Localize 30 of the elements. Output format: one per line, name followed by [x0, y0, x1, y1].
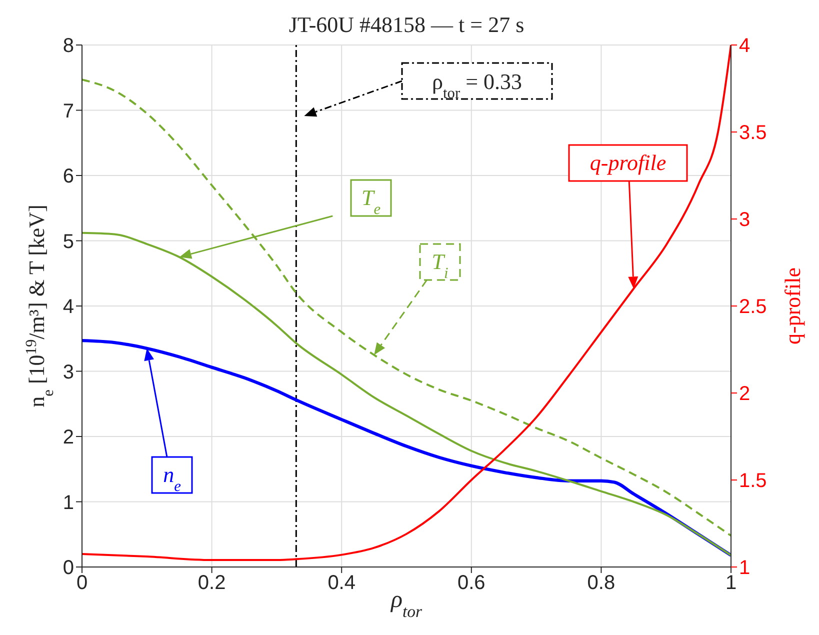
y-tick-label: 1 [62, 492, 74, 514]
y2-tick-label: 3 [739, 209, 750, 232]
y2-tick-label: 2 [739, 383, 750, 406]
y-tick-label: 2 [62, 426, 74, 449]
text: T$_{e}$ [361, 185, 381, 218]
x-axis-title: ρ$_{tor}$ [390, 587, 423, 620]
y2-tick-label: 1.5 [739, 470, 767, 492]
x-tick-label: 0.8 [587, 572, 616, 594]
text: T$_{i}$ [432, 249, 448, 282]
x-tick-label: 0.6 [457, 572, 486, 594]
y-tick-label: 3 [62, 361, 74, 384]
y2-tick-label: 4 [739, 35, 750, 58]
x-tick-label: 0.4 [328, 572, 356, 594]
line-series [82, 232, 731, 556]
y-tick-label: 5 [62, 230, 74, 253]
x-tick-label: 0.2 [198, 572, 226, 594]
series-label: q-profile [590, 150, 666, 175]
y2-axis-title: q-profile [780, 268, 805, 344]
y2-tick-label: 1 [739, 557, 750, 580]
ref-line-label: ρ$_{tor}$ = 0.33 [432, 69, 522, 102]
y-tick-label: 8 [62, 35, 74, 58]
x-tick-label: 1 [725, 572, 737, 594]
y-tick-label: 6 [62, 166, 74, 188]
chart-title: JT-60U #48158 — t = 27 s [288, 12, 524, 37]
y-tick-label: 0 [62, 557, 74, 580]
y2-tick-label: 3.5 [739, 122, 767, 144]
y2-tick-label: 2.5 [739, 296, 767, 318]
text: n$_{e}$ [163, 462, 182, 494]
y-tick-label: 7 [62, 100, 74, 122]
y-tick-label: 4 [62, 296, 74, 318]
